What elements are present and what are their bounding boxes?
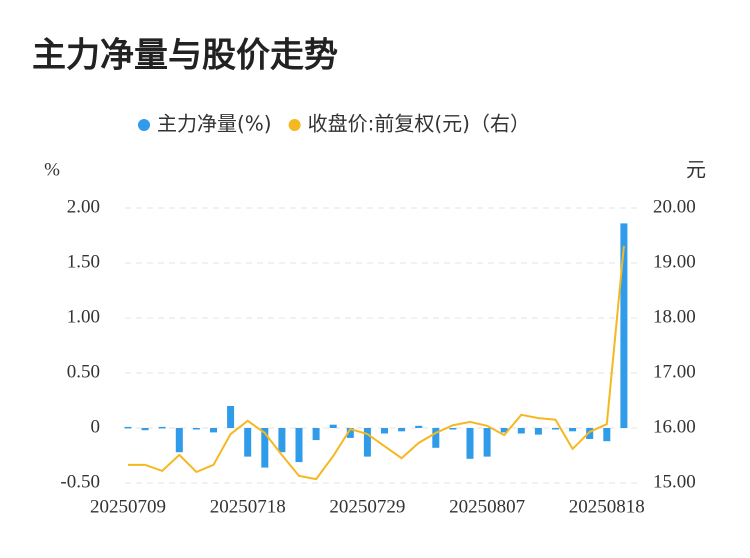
bar bbox=[261, 428, 269, 468]
bar bbox=[312, 428, 320, 441]
bar bbox=[552, 428, 559, 430]
bar bbox=[569, 428, 577, 432]
bar bbox=[415, 425, 423, 428]
y-tick-label: 2.00 bbox=[67, 196, 100, 217]
bar bbox=[295, 428, 303, 463]
bar bbox=[534, 428, 542, 435]
y2-tick-label: 15.00 bbox=[653, 471, 696, 492]
y-tick-label: 0.50 bbox=[67, 361, 100, 382]
y-axis-label: % bbox=[44, 159, 60, 180]
y-tick-label: -0.50 bbox=[60, 471, 100, 492]
bar bbox=[517, 428, 525, 434]
bar bbox=[192, 428, 200, 430]
bar bbox=[227, 406, 235, 428]
legend-marker bbox=[138, 119, 150, 131]
y-tick-label: 1.00 bbox=[67, 306, 100, 327]
y2-tick-label: 18.00 bbox=[653, 306, 696, 327]
legend: 主力净量(%) 收盘价:前复权(元)（右） bbox=[138, 112, 530, 136]
bar bbox=[483, 428, 491, 457]
bar bbox=[329, 424, 337, 428]
y-tick-label: 0 bbox=[91, 416, 101, 437]
legend-marker bbox=[288, 119, 301, 131]
y2-axis-label: 元 bbox=[686, 158, 706, 182]
bar bbox=[603, 428, 611, 442]
bar bbox=[381, 428, 388, 434]
bar bbox=[620, 223, 628, 428]
x-tick-label: 20250709 bbox=[90, 496, 166, 517]
x-tick-label: 20250807 bbox=[449, 496, 525, 517]
bar bbox=[363, 428, 371, 457]
legend-label: 主力净量(%) bbox=[157, 112, 272, 136]
x-tick-label: 20250818 bbox=[569, 496, 645, 517]
bar bbox=[500, 428, 508, 433]
x-tick-label: 20250729 bbox=[329, 496, 405, 517]
bar bbox=[346, 428, 354, 438]
bar bbox=[175, 428, 183, 453]
y2-tick-label: 19.00 bbox=[653, 251, 696, 272]
bar bbox=[586, 428, 594, 439]
legend-label: 收盘价:前复权(元)（右） bbox=[308, 112, 530, 136]
bar bbox=[141, 428, 149, 431]
bar bbox=[158, 426, 166, 429]
y2-tick-label: 20.00 bbox=[653, 196, 696, 217]
bar bbox=[432, 428, 440, 448]
chart-title: 主力净量与股价走势 bbox=[32, 36, 338, 76]
bar bbox=[244, 428, 252, 457]
y2-tick-label: 16.00 bbox=[653, 416, 696, 437]
bar bbox=[466, 428, 474, 459]
bar bbox=[124, 426, 132, 429]
bar bbox=[449, 428, 457, 430]
bar bbox=[278, 428, 286, 453]
x-tick-label: 20250718 bbox=[210, 496, 286, 517]
bar bbox=[210, 428, 217, 433]
y2-tick-label: 17.00 bbox=[653, 361, 696, 382]
bar bbox=[398, 428, 406, 432]
y-tick-label: 1.50 bbox=[67, 251, 100, 272]
price-line bbox=[128, 245, 625, 481]
